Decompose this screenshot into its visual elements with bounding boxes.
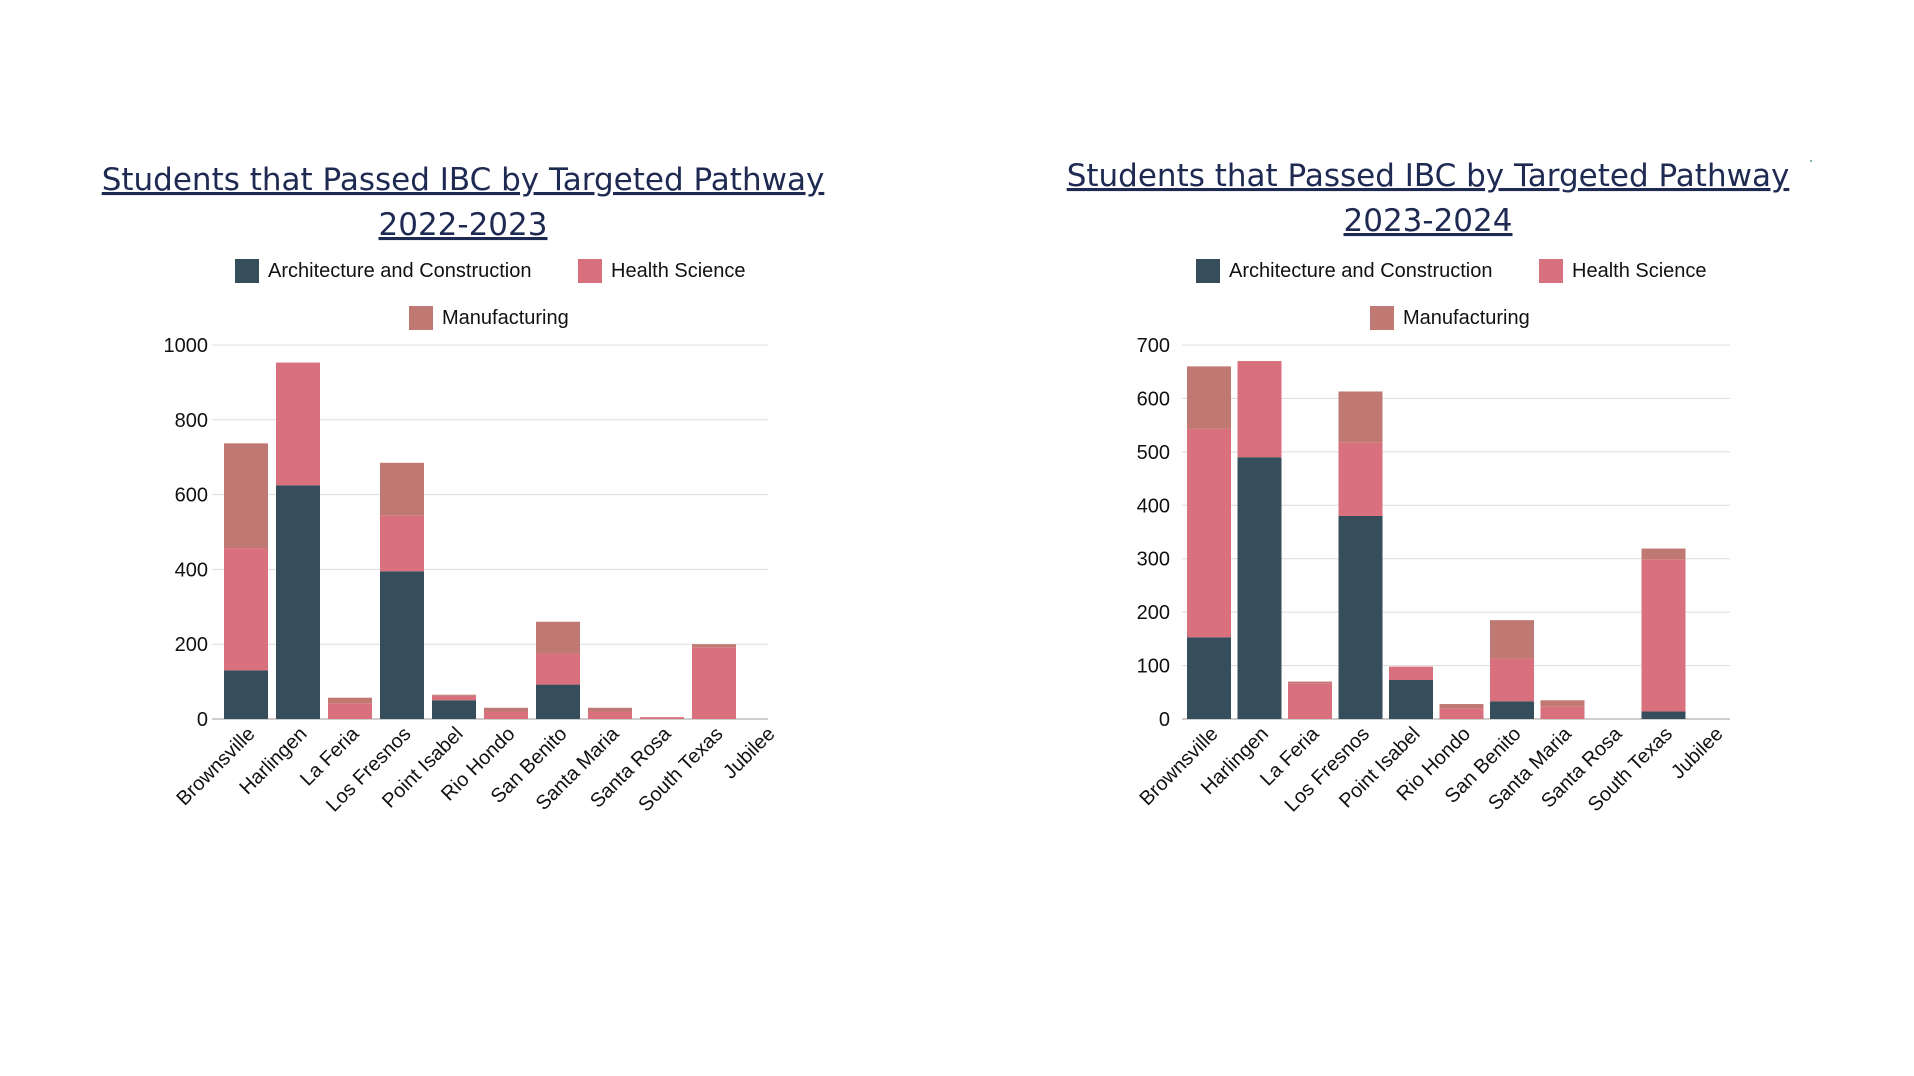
y-tick-label: 500 (1137, 442, 1170, 464)
legend-swatch-architecture (1196, 259, 1220, 283)
legend-swatch-manufacturing (1370, 306, 1394, 330)
x-tick-label-jubilee: Jubilee (1667, 723, 1727, 783)
y-tick-label: 200 (1137, 602, 1170, 624)
bar-la-feria-manufacturing (1288, 681, 1332, 684)
bar-los-fresnos-architecture-and-construction (1338, 515, 1383, 719)
legend-label-manufacturing: Manufacturing (1403, 307, 1530, 329)
bar-harlingen-health-science (276, 362, 320, 486)
y-tick-label: 400 (1137, 495, 1170, 517)
bar-point-isabel-health-science (1389, 666, 1433, 680)
bar-south-texas-manufacturing (1641, 548, 1686, 560)
chart-title-line1: Students that Passed IBC by Targeted Pat… (102, 162, 825, 198)
legend-label-architecture: Architecture and Construction (268, 260, 531, 282)
y-tick-label: 600 (175, 485, 208, 507)
bar-santa-maria-manufacturing (1540, 700, 1585, 707)
x-tick-label-brownsville: Brownsville (172, 723, 259, 810)
bar-la-feria-manufacturing (328, 697, 372, 704)
bar-san-benito-health-science (1490, 658, 1534, 702)
decorative-dot (1810, 160, 1812, 162)
bar-san-benito-architecture-and-construction (1490, 701, 1534, 719)
bar-brownsville-manufacturing (1187, 366, 1231, 429)
bar-rio-hondo-health-science (484, 711, 528, 719)
bar-south-texas-health-science (692, 647, 736, 719)
plot-area: 0100200300400500600700BrownsvilleHarling… (1135, 335, 1730, 816)
bar-santa-maria-health-science (588, 711, 632, 719)
plot-area: 02004006008001000BrownsvilleHarlingenLa … (164, 335, 780, 816)
chart-2023-2024: Students that Passed IBC by Targeted Pat… (1067, 158, 1790, 816)
bar-brownsville-health-science (1187, 428, 1231, 638)
bar-los-fresnos-health-science (380, 515, 424, 572)
bar-south-texas-manufacturing (692, 644, 736, 648)
bar-santa-maria-health-science (1540, 706, 1585, 719)
bar-san-benito-manufacturing (536, 621, 580, 654)
bar-los-fresnos-manufacturing (1338, 391, 1383, 443)
bar-harlingen-health-science (1237, 361, 1282, 458)
chart-2022-2023: Students that Passed IBC by Targeted Pat… (102, 162, 825, 816)
bar-south-texas-architecture-and-construction (1641, 711, 1686, 719)
bar-point-isabel-manufacturing (432, 694, 476, 696)
chart-title-line2: 2022-2023 (379, 207, 548, 243)
y-tick-label: 300 (1137, 549, 1170, 571)
bar-harlingen-architecture-and-construction (276, 485, 320, 719)
bar-los-fresnos-health-science (1338, 442, 1383, 516)
legend-swatch-health (1539, 259, 1563, 283)
bar-la-feria-health-science (1288, 683, 1332, 719)
bar-brownsville-manufacturing (224, 443, 268, 549)
bar-los-fresnos-architecture-and-construction (380, 571, 424, 719)
bar-point-isabel-architecture-and-construction (1389, 679, 1433, 719)
y-tick-label: 600 (1137, 388, 1170, 410)
legend-swatch-architecture (235, 259, 259, 283)
legend-swatch-manufacturing (409, 306, 433, 330)
y-tick-label: 0 (1159, 709, 1170, 731)
bar-harlingen-architecture-and-construction (1237, 457, 1282, 719)
bar-brownsville-architecture-and-construction (1187, 637, 1231, 719)
legend-label-health: Health Science (1572, 260, 1707, 282)
legend: Architecture and Construction Health Sci… (235, 259, 746, 330)
y-tick-label: 200 (175, 634, 208, 656)
bar-rio-hondo-manufacturing (1439, 704, 1484, 709)
y-tick-label: 0 (197, 709, 208, 731)
x-tick-label-jubilee: Jubilee (719, 723, 779, 783)
bar-rio-hondo-manufacturing (484, 707, 528, 712)
bar-san-benito-manufacturing (1490, 620, 1534, 659)
bar-point-isabel-architecture-and-construction (432, 700, 476, 719)
bar-point-isabel-health-science (432, 695, 476, 701)
bar-south-texas-health-science (1641, 559, 1686, 712)
bar-los-fresnos-manufacturing (380, 462, 424, 516)
y-tick-label: 700 (1137, 335, 1170, 357)
bar-san-benito-architecture-and-construction (536, 684, 580, 719)
chart-title-line1: Students that Passed IBC by Targeted Pat… (1067, 158, 1790, 194)
bar-san-benito-health-science (536, 653, 580, 685)
legend-label-health: Health Science (611, 260, 746, 282)
legend: Architecture and Construction Health Sci… (1196, 259, 1707, 330)
y-tick-label: 100 (1137, 656, 1170, 678)
legend-label-manufacturing: Manufacturing (442, 307, 569, 329)
bar-la-feria-health-science (328, 703, 372, 719)
bar-brownsville-architecture-and-construction (224, 670, 268, 719)
chart-title-line2: 2023-2024 (1344, 203, 1513, 239)
bar-santa-rosa-health-science (640, 717, 684, 719)
y-tick-label: 400 (175, 559, 208, 581)
legend-swatch-health (578, 259, 602, 283)
y-tick-label: 800 (175, 410, 208, 432)
bar-rio-hondo-health-science (1439, 708, 1484, 719)
legend-label-architecture: Architecture and Construction (1229, 260, 1492, 282)
y-tick-label: 1000 (164, 335, 209, 357)
bar-santa-maria-manufacturing (588, 707, 632, 712)
bar-brownsville-health-science (224, 548, 268, 671)
